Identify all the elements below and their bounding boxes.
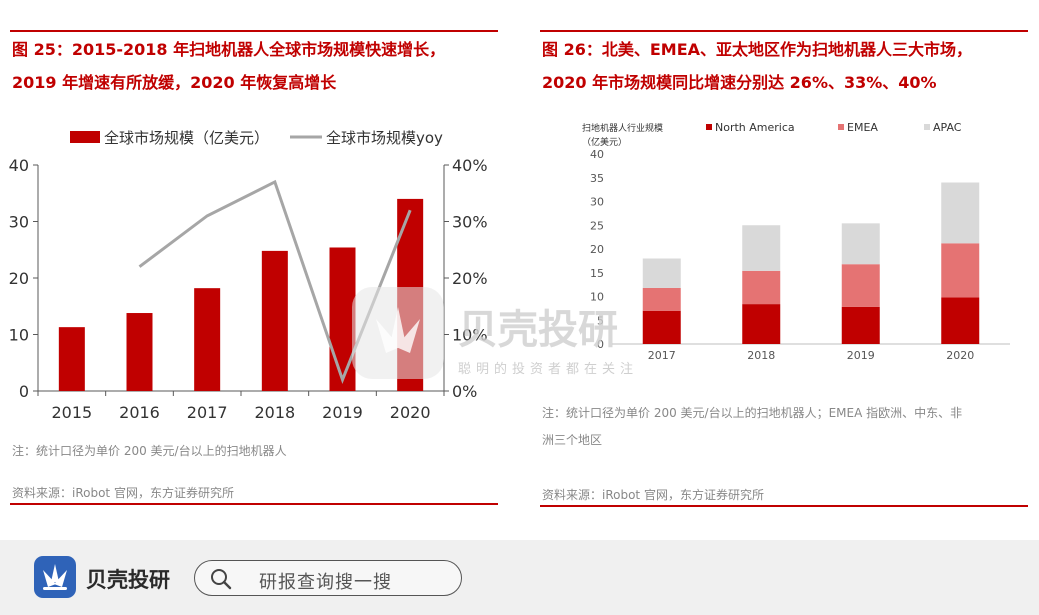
right-note: 注：统计口径为单价 200 美元/台以上的扫地机器人；EMEA 指欧洲、中东、非… bbox=[542, 400, 962, 454]
legend-swatch-north-america bbox=[706, 124, 712, 130]
left-title-rule bbox=[10, 30, 498, 32]
x-tick-label: 2017 bbox=[187, 403, 228, 420]
right-title-line2: 2020 年市场规模同比增速分别达 26%、33%、40% bbox=[542, 73, 937, 92]
x-tick-label: 2017 bbox=[648, 349, 676, 362]
bar-segment-emea bbox=[841, 264, 880, 307]
regional-market-chart: 扫地机器人行业规模 （亿美元） North America EMEA APAC 0 5 10 1… bbox=[582, 121, 1010, 362]
bar-segment-emea bbox=[742, 270, 781, 305]
left-title-line2: 2019 年增速有所放缓，2020 年恢复高增长 bbox=[12, 73, 337, 92]
legend-swatch-market-size bbox=[70, 131, 100, 143]
right-figure-title: 图 26：北美、EMEA、亚太地区作为扫地机器人三大市场， 2020 年市场规模… bbox=[542, 33, 972, 99]
bar-segment-apac bbox=[642, 258, 681, 288]
app-logo-icon[interactable] bbox=[34, 556, 76, 598]
y-tick-label: 40 bbox=[590, 148, 604, 161]
y-tick-label: 30 bbox=[590, 196, 604, 209]
market-size-bar bbox=[194, 288, 221, 391]
left-bottom-rule bbox=[10, 503, 498, 505]
x-tick-label: 2016 bbox=[119, 403, 160, 420]
left-source: 资料来源：iRobot 官网，东方证券研究所 bbox=[12, 486, 234, 500]
bar-segment-north-america bbox=[742, 304, 781, 344]
x-tick-label: 2020 bbox=[390, 403, 431, 420]
market-size-bar bbox=[58, 327, 85, 391]
x-tick-label: 2018 bbox=[254, 403, 295, 420]
legend-swatch-emea bbox=[838, 124, 844, 130]
bar-segment-apac bbox=[841, 223, 880, 265]
left-note: 注：统计口径为单价 200 美元/台以上的扫地机器人 bbox=[12, 444, 287, 458]
x-tick-label: 2020 bbox=[946, 349, 974, 362]
left-y-tick-label: 0 bbox=[19, 382, 29, 401]
bar-segment-emea bbox=[941, 243, 980, 298]
left-figure-title: 图 25：2015-2018 年扫地机器人全球市场规模快速增长， 2019 年增… bbox=[12, 33, 445, 99]
right-note-line1: 注：统计口径为单价 200 美元/台以上的扫地机器人；EMEA 指欧洲、中东、非 bbox=[542, 406, 963, 420]
right-y-tick-label: 30% bbox=[452, 213, 488, 232]
market-size-bar bbox=[329, 247, 356, 391]
right-title-line1: 图 26：北美、EMEA、亚太地区作为扫地机器人三大市场， bbox=[542, 40, 973, 59]
y-tick-label: 25 bbox=[590, 219, 604, 232]
left-y-tick-label: 10 bbox=[9, 326, 29, 345]
y-tick-label: 5 bbox=[597, 314, 604, 327]
search-placeholder: 研报查询搜一搜 bbox=[259, 572, 392, 593]
legend-label-market-size: 全球市场规模（亿美元） bbox=[104, 129, 269, 147]
left-title-line1: 图 25：2015-2018 年扫地机器人全球市场规模快速增长， bbox=[12, 40, 446, 59]
right-y-tick-label: 0% bbox=[452, 382, 477, 401]
bar-segment-north-america bbox=[841, 306, 880, 344]
legend-label-yoy: 全球市场规模yoy bbox=[326, 129, 443, 147]
search-bar[interactable]: 研报查询搜一搜 bbox=[194, 560, 462, 596]
left-figure-panel: 图 25：2015-2018 年扫地机器人全球市场规模快速增长， 2019 年增… bbox=[0, 0, 520, 540]
market-size-bar bbox=[126, 313, 153, 391]
y-tick-label: 10 bbox=[590, 291, 604, 304]
search-icon[interactable] bbox=[209, 567, 233, 591]
x-tick-label: 2019 bbox=[322, 403, 363, 420]
right-y-tick-label: 40% bbox=[452, 156, 488, 175]
right-y-tick-label: 20% bbox=[452, 269, 488, 288]
global-market-chart: 全球市场规模（亿美元） 全球市场规模yoy 0 10 20 30 40 0% 10% 20% 30%… bbox=[9, 129, 488, 420]
left-y-tick-label: 40 bbox=[9, 156, 29, 175]
y-tick-label: 15 bbox=[590, 267, 604, 280]
right-title-rule bbox=[540, 30, 1028, 32]
y-tick-label: 20 bbox=[590, 243, 604, 256]
bar-segment-apac bbox=[941, 182, 980, 244]
right-note-line2: 洲三个地区 bbox=[542, 433, 603, 447]
left-y-tick-label: 20 bbox=[9, 269, 29, 288]
y-axis-label-line1: 扫地机器人行业规模 bbox=[582, 122, 663, 134]
y-tick-label: 0 bbox=[597, 338, 604, 351]
bar-segment-emea bbox=[642, 287, 681, 311]
app-logo-text[interactable]: 贝壳投研 bbox=[86, 568, 170, 592]
x-tick-label: 2018 bbox=[747, 349, 775, 362]
market-size-bar bbox=[261, 250, 288, 391]
x-tick-label: 2015 bbox=[51, 403, 92, 420]
right-bottom-rule bbox=[540, 505, 1028, 507]
legend-swatch-apac bbox=[924, 124, 930, 130]
left-y-tick-label: 30 bbox=[9, 213, 29, 232]
legend-label-emea: EMEA bbox=[847, 121, 878, 134]
y-tick-label: 35 bbox=[590, 172, 604, 185]
right-source: 资料来源：iRobot 官网，东方证券研究所 bbox=[542, 488, 764, 502]
right-figure-panel: 图 26：北美、EMEA、亚太地区作为扫地机器人三大市场， 2020 年市场规模… bbox=[520, 0, 1039, 540]
bar-segment-apac bbox=[742, 225, 781, 271]
bar-segment-north-america bbox=[941, 297, 980, 344]
bar-segment-north-america bbox=[642, 310, 681, 344]
x-tick-label: 2019 bbox=[847, 349, 875, 362]
legend-label-north-america: North America bbox=[715, 121, 795, 134]
legend-label-apac: APAC bbox=[933, 121, 962, 134]
market-size-bar bbox=[397, 198, 424, 391]
y-axis-label-line2: （亿美元） bbox=[582, 136, 627, 148]
bottom-bar: 贝壳投研 研报查询搜一搜 bbox=[0, 540, 1039, 615]
right-y-tick-label: 10% bbox=[452, 326, 488, 345]
